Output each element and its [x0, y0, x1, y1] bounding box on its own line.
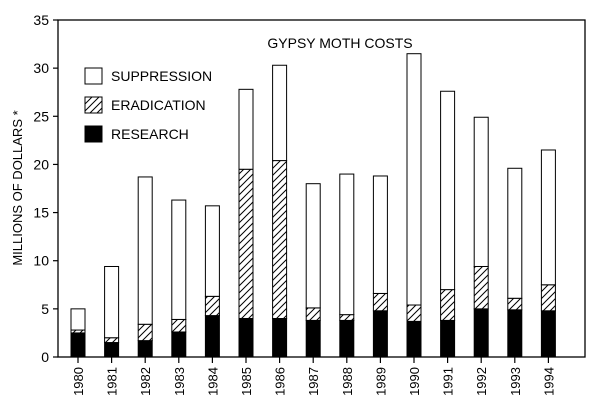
- legend-label-suppression: SUPPRESSION: [111, 68, 212, 84]
- bar-suppression-1981: [104, 265, 120, 339]
- bar-research-1987: [305, 319, 321, 358]
- y-tick-label: 5: [41, 301, 49, 317]
- bar-research-1981: [104, 342, 120, 358]
- bar-eradication-1983: [171, 318, 187, 333]
- x-tick-label: 1987: [306, 367, 321, 396]
- chart-title: GYPSY MOTH COSTS: [267, 35, 412, 51]
- bar-suppression-1984: [204, 205, 220, 297]
- bar-research-1988: [339, 319, 355, 358]
- bar-eradication-1988: [339, 314, 355, 321]
- y-tick-label: 15: [33, 205, 49, 221]
- x-tick-label: 1990: [407, 367, 422, 396]
- x-tick-label: 1989: [373, 367, 388, 396]
- bar-eradication-1984: [204, 295, 220, 317]
- bar-eradication-1993: [507, 297, 523, 311]
- bar-suppression-1992: [473, 116, 489, 267]
- x-tick-label: 1993: [508, 367, 523, 396]
- legend-swatch-suppression: [84, 67, 103, 85]
- bar-suppression-1993: [507, 167, 523, 299]
- legend-swatch-eradication: [84, 96, 103, 114]
- axes-layer: 0 5 10 15 20 25 30 35 1980 1981 1982 1983 1984 1985 19…: [33, 12, 556, 396]
- bar-eradication-1991: [440, 289, 456, 321]
- x-tick-label: 1981: [105, 367, 120, 396]
- bar-eradication-1989: [372, 292, 388, 312]
- legend-label-eradication: ERADICATION: [111, 97, 206, 113]
- bar-eradication-1981: [104, 337, 120, 344]
- bar-research-1980: [70, 332, 86, 358]
- bar-eradication-1990: [406, 304, 422, 322]
- bar-research-1983: [171, 331, 187, 358]
- bar-research-1990: [406, 320, 422, 358]
- y-axis-label: MILLIONS OF DOLLARS *: [10, 110, 25, 265]
- y-tick-label: 35: [33, 12, 49, 28]
- bar-research-1982: [137, 340, 153, 358]
- bar-suppression-1980: [70, 308, 86, 331]
- bar-suppression-1987: [305, 183, 321, 309]
- y-tick-label: 20: [33, 156, 49, 172]
- y-tick-label: 10: [33, 253, 49, 269]
- bar-research-1991: [440, 319, 456, 358]
- bar-research-1984: [204, 315, 220, 358]
- bar-eradication-1982: [137, 323, 153, 342]
- bar-research-1986: [272, 317, 288, 358]
- bar-eradication-1994: [540, 284, 556, 312]
- x-tick-label: 1988: [340, 367, 355, 396]
- x-tick-label: 1984: [205, 367, 220, 396]
- x-tick-label: 1982: [138, 367, 153, 396]
- bar-suppression-1989: [372, 175, 388, 294]
- bar-suppression-1988: [339, 173, 355, 316]
- bar-suppression-1985: [238, 88, 254, 170]
- legend-label-research: RESEARCH: [111, 126, 189, 142]
- bar-suppression-1990: [406, 53, 422, 306]
- x-tick-label: 1992: [474, 367, 489, 396]
- bar-eradication-1986: [272, 160, 288, 319]
- x-tick-label: 1991: [441, 367, 456, 396]
- legend: SUPPRESSION ERADICATION RESEARCH: [84, 67, 212, 143]
- bar-eradication-1992: [473, 265, 489, 310]
- bar-research-1989: [372, 310, 388, 358]
- bar-suppression-1994: [540, 149, 556, 286]
- bar-suppression-1982: [137, 176, 153, 325]
- legend-swatch-research: [84, 125, 103, 143]
- bar-eradication-1985: [238, 168, 254, 319]
- x-tick-label: 1985: [239, 367, 254, 396]
- y-tick-label: 30: [33, 60, 49, 76]
- bar-research-1994: [540, 310, 556, 358]
- x-tick-label: 1980: [71, 367, 86, 396]
- x-tick-label: 1994: [541, 367, 556, 396]
- x-tick-label: 1983: [172, 367, 187, 396]
- y-tick-label: 25: [33, 108, 49, 124]
- bar-suppression-1983: [171, 199, 187, 320]
- bar-suppression-1986: [272, 64, 288, 162]
- bar-research-1993: [507, 309, 523, 358]
- bar-eradication-1987: [305, 307, 321, 321]
- bar-suppression-1991: [440, 90, 456, 291]
- bars-layer: [70, 53, 556, 358]
- bar-research-1992: [473, 308, 489, 358]
- y-tick-label: 0: [41, 349, 49, 365]
- bar-research-1985: [238, 317, 254, 358]
- x-tick-label: 1986: [273, 367, 288, 396]
